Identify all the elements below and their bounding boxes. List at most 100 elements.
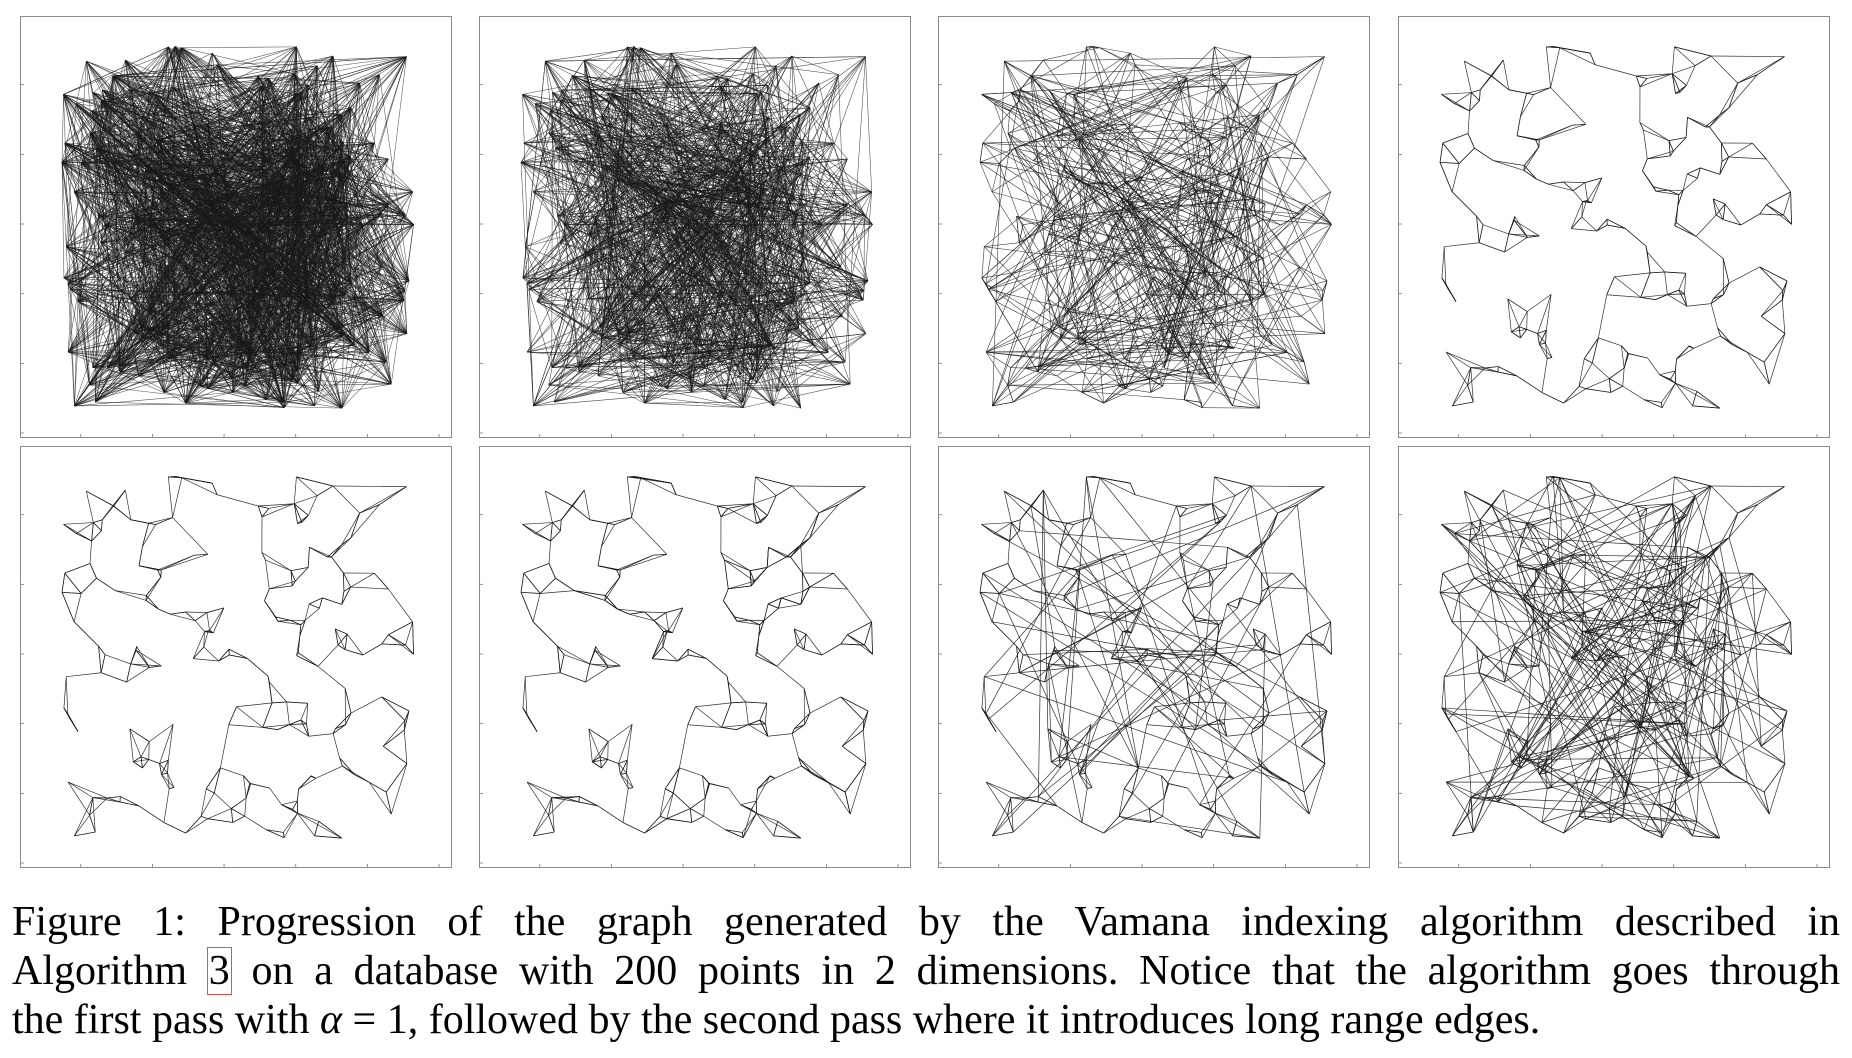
graph-edge <box>1195 167 1241 300</box>
graph-edge <box>61 162 65 278</box>
graph-edge <box>1004 61 1127 389</box>
graph-edge <box>1038 366 1057 377</box>
graph-edge <box>319 178 392 385</box>
graph-edge <box>1038 358 1217 367</box>
graph-edge <box>555 147 848 205</box>
graph-edge <box>346 204 392 385</box>
graph-edge <box>250 191 413 354</box>
graph-edge <box>203 217 209 389</box>
graph-edge <box>1162 55 1252 387</box>
graph-edge <box>168 330 170 359</box>
graph-edge <box>1647 155 1671 160</box>
graph-edge <box>589 216 597 235</box>
graph-edge <box>736 293 766 300</box>
graph-edge <box>535 93 757 104</box>
graph-edge <box>1644 399 1663 408</box>
graph-edge <box>1571 228 1597 232</box>
graph-edge <box>205 46 297 359</box>
graph-edge <box>1639 122 1644 131</box>
graph-edge <box>618 280 869 334</box>
graph-edge <box>149 276 237 312</box>
graph-edge <box>1056 116 1061 136</box>
graph-edge <box>800 74 839 175</box>
graph-edge <box>555 75 718 149</box>
graph-edge <box>1007 52 1131 134</box>
graph-edge <box>545 61 606 171</box>
graph-edge <box>653 124 750 191</box>
graph-edge <box>1038 303 1252 367</box>
graph-edge <box>126 216 138 253</box>
graph-edge <box>1126 200 1300 215</box>
graph-edge <box>289 107 352 295</box>
graph-edge <box>985 351 1008 386</box>
graph-edge <box>1025 366 1039 369</box>
graph-edge <box>561 89 757 94</box>
graph-edge <box>1154 276 1181 298</box>
graph-edge <box>992 367 1026 407</box>
graph-edge <box>560 52 672 101</box>
graph-edge <box>1545 343 1548 359</box>
graph-edge <box>994 103 1010 112</box>
graph-edge <box>130 116 143 234</box>
graph-edge <box>207 224 364 389</box>
graph-edge <box>709 299 864 355</box>
graph-edge <box>1038 214 1257 367</box>
graph-edge <box>1118 294 1148 387</box>
graph-edge <box>690 294 805 379</box>
graph-edge <box>1044 78 1188 253</box>
graph-edge <box>535 103 669 201</box>
graph-edge <box>522 277 749 295</box>
graph-edge <box>1018 242 1127 389</box>
graph-edge <box>1007 367 1012 386</box>
graph-edge <box>627 329 757 372</box>
graph-edge <box>619 235 666 359</box>
graph-edge <box>1670 370 1676 380</box>
graph-edge <box>80 163 137 217</box>
graph-edge <box>142 116 352 284</box>
graph-edge <box>311 290 406 347</box>
graph-edge <box>104 224 121 373</box>
graph-edge <box>664 122 722 359</box>
graph-edge <box>350 282 384 317</box>
graph-edge <box>991 191 1187 247</box>
graph-edge <box>749 140 769 175</box>
graph-edge <box>1299 266 1324 291</box>
graph-edge <box>1163 353 1169 369</box>
graph-edge <box>745 114 801 273</box>
graph-edge <box>172 87 310 175</box>
graph-edge <box>130 89 375 144</box>
graph-edge <box>1076 178 1089 185</box>
graph-edge <box>717 75 761 93</box>
graph-edge <box>1103 353 1169 404</box>
graph-edge <box>1235 236 1310 385</box>
graph-edge <box>101 191 413 243</box>
graph-edge <box>1200 402 1203 408</box>
graph-edge <box>1208 140 1326 334</box>
graph-edge <box>169 358 247 369</box>
graph-edge <box>773 74 839 406</box>
graph-edge <box>63 47 182 95</box>
graph-edge <box>1048 89 1261 409</box>
graph-edge <box>644 402 744 408</box>
graph-edge <box>1086 46 1182 298</box>
graph-edge <box>112 75 121 373</box>
graph-edge <box>201 382 298 387</box>
graph-edge <box>1092 46 1188 253</box>
graph-edge <box>304 190 343 337</box>
graph-edge <box>563 75 574 225</box>
graph-edge <box>607 329 680 339</box>
graph-edge <box>298 222 406 291</box>
graph-edge <box>691 280 869 393</box>
graph-edge <box>627 294 688 331</box>
graph-edge <box>589 89 746 273</box>
graph-edge <box>223 177 284 403</box>
graph-edge <box>1030 59 1044 77</box>
graph-edge <box>341 82 360 115</box>
graph-edge <box>589 186 735 235</box>
graph-edge <box>756 215 865 384</box>
graph-edge <box>70 289 343 337</box>
graph-edge <box>1513 219 1540 237</box>
graph-edge <box>769 298 795 347</box>
graph-edge <box>594 92 762 221</box>
graph-edge <box>607 177 684 330</box>
